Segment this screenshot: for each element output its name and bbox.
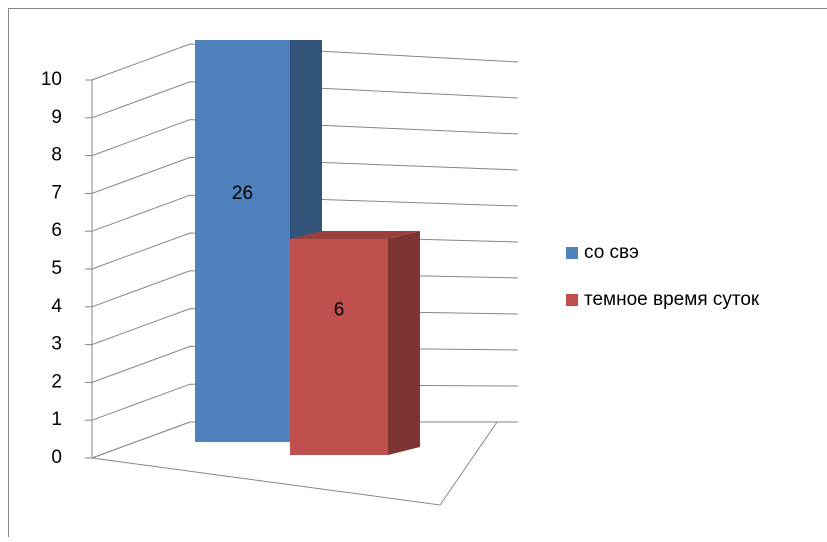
y-tick-label: 1 <box>51 409 62 430</box>
y-tick-label: 10 <box>41 69 62 90</box>
data-label: 6 <box>334 299 345 320</box>
data-label: 26 <box>232 183 253 204</box>
bar <box>290 239 388 455</box>
y-tick-label: 2 <box>51 371 62 392</box>
y-tick-label: 5 <box>51 258 62 279</box>
legend-label: со свэ <box>584 242 639 263</box>
y-tick-label: 6 <box>51 220 62 241</box>
y-tick-label: 8 <box>51 145 62 166</box>
bar-side <box>388 231 420 455</box>
y-tick-label: 4 <box>51 296 62 317</box>
y-tick-label: 0 <box>51 447 62 468</box>
legend-label: темное время суток <box>584 289 760 310</box>
y-tick-label: 7 <box>51 182 62 203</box>
y-tick-label: 9 <box>51 107 62 128</box>
legend-swatch <box>566 294 578 306</box>
y-tick-label: 3 <box>51 334 62 355</box>
legend-swatch <box>566 247 578 259</box>
bar <box>195 0 290 442</box>
